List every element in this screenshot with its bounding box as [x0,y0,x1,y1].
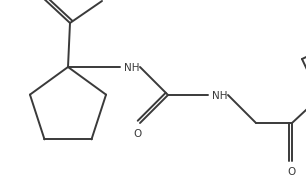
Text: O: O [134,129,142,139]
Text: O: O [288,167,296,177]
Text: NH: NH [212,91,227,101]
Text: NH: NH [124,63,140,73]
